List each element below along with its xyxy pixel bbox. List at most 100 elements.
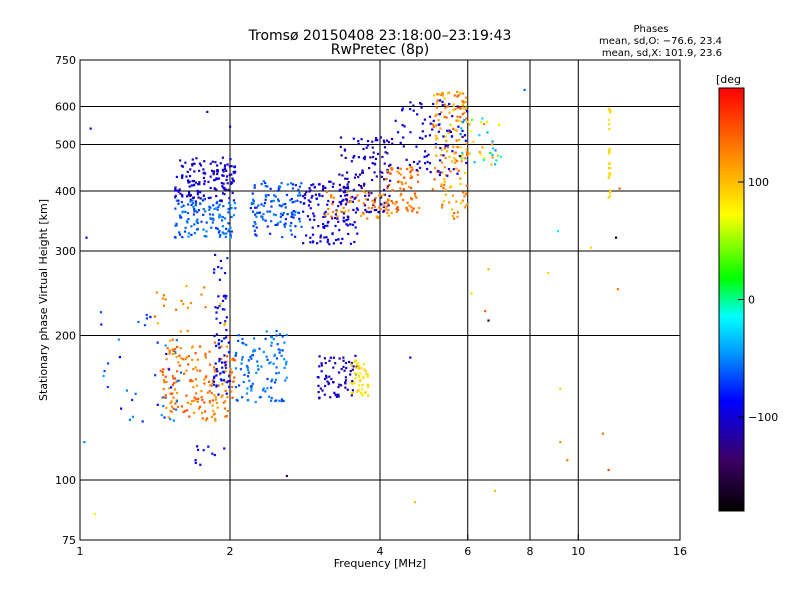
data-point — [360, 367, 363, 370]
data-point — [608, 127, 611, 131]
data-point — [466, 203, 469, 206]
legend-title: Phases — [633, 24, 668, 35]
data-point — [202, 176, 206, 180]
data-point — [441, 92, 444, 95]
data-point — [410, 187, 413, 190]
data-point — [289, 182, 293, 185]
data-point — [269, 187, 272, 190]
data-point — [384, 201, 388, 204]
data-point — [263, 201, 267, 205]
data-point — [149, 315, 152, 319]
data-point — [172, 407, 175, 410]
data-point — [354, 211, 358, 214]
data-point — [439, 127, 442, 130]
data-point — [232, 199, 236, 202]
data-point — [291, 201, 294, 204]
data-point — [461, 104, 465, 107]
data-point — [356, 194, 359, 197]
data-point — [339, 242, 343, 245]
data-point — [290, 215, 293, 219]
data-point — [379, 194, 382, 198]
data-point — [311, 233, 315, 236]
data-point — [203, 410, 207, 413]
data-point — [194, 352, 197, 355]
data-point — [181, 236, 184, 239]
data-point — [254, 233, 257, 236]
data-point — [379, 207, 382, 211]
data-point — [219, 234, 222, 237]
data-point — [456, 90, 459, 93]
data-point — [289, 229, 292, 232]
data-point — [184, 358, 187, 361]
data-point — [320, 364, 324, 367]
data-point — [459, 133, 462, 136]
data-point — [383, 141, 386, 144]
data-point — [380, 175, 384, 178]
data-point — [450, 185, 453, 188]
data-point — [162, 294, 165, 297]
data-point — [481, 117, 484, 120]
data-point — [207, 196, 210, 200]
data-point — [440, 148, 443, 151]
data-point — [440, 183, 443, 186]
data-point — [106, 362, 110, 365]
data-point — [381, 155, 384, 159]
data-point — [608, 151, 611, 154]
data-point — [428, 162, 432, 165]
data-point — [182, 372, 186, 375]
data-point — [264, 184, 267, 188]
data-point — [416, 162, 419, 165]
data-point — [486, 131, 489, 134]
data-point — [608, 147, 611, 151]
data-point — [397, 208, 400, 212]
data-point — [226, 409, 229, 413]
data-point — [404, 182, 407, 185]
data-point — [245, 364, 249, 368]
data-point — [410, 169, 413, 172]
data-point — [174, 224, 177, 227]
data-point — [171, 392, 174, 395]
chart-subtitle: RwPretec (8p) — [331, 42, 429, 58]
y-tick-label: 600 — [55, 101, 76, 114]
data-point — [566, 459, 569, 462]
data-point — [387, 214, 390, 217]
data-point — [222, 182, 225, 185]
data-point — [227, 211, 230, 214]
data-point — [382, 204, 386, 207]
data-point — [162, 405, 165, 408]
data-point — [331, 210, 335, 214]
data-point — [252, 199, 256, 203]
data-point — [465, 151, 468, 154]
data-point — [270, 336, 274, 339]
data-point — [371, 140, 374, 143]
data-point — [373, 208, 376, 212]
data-point — [224, 364, 227, 368]
data-point — [224, 370, 227, 373]
data-point — [174, 196, 177, 199]
data-point — [338, 173, 341, 176]
data-point — [181, 165, 185, 168]
data-point — [385, 205, 388, 208]
data-point — [428, 134, 432, 137]
data-point — [209, 196, 212, 199]
data-point — [281, 335, 284, 338]
data-point — [386, 202, 390, 205]
data-point — [193, 170, 196, 173]
data-point — [402, 136, 405, 139]
data-point — [181, 195, 184, 198]
data-point — [351, 200, 355, 203]
data-point — [318, 193, 321, 196]
data-point — [206, 391, 209, 394]
data-point — [156, 322, 159, 325]
data-point — [609, 167, 612, 170]
data-point — [223, 321, 226, 325]
data-point — [255, 226, 258, 229]
data-point — [176, 345, 179, 349]
data-point — [234, 170, 237, 173]
data-point — [351, 195, 354, 199]
data-point — [463, 157, 466, 160]
data-point — [335, 210, 339, 213]
data-point — [399, 194, 402, 197]
data-point — [246, 375, 250, 378]
data-point — [286, 213, 289, 216]
